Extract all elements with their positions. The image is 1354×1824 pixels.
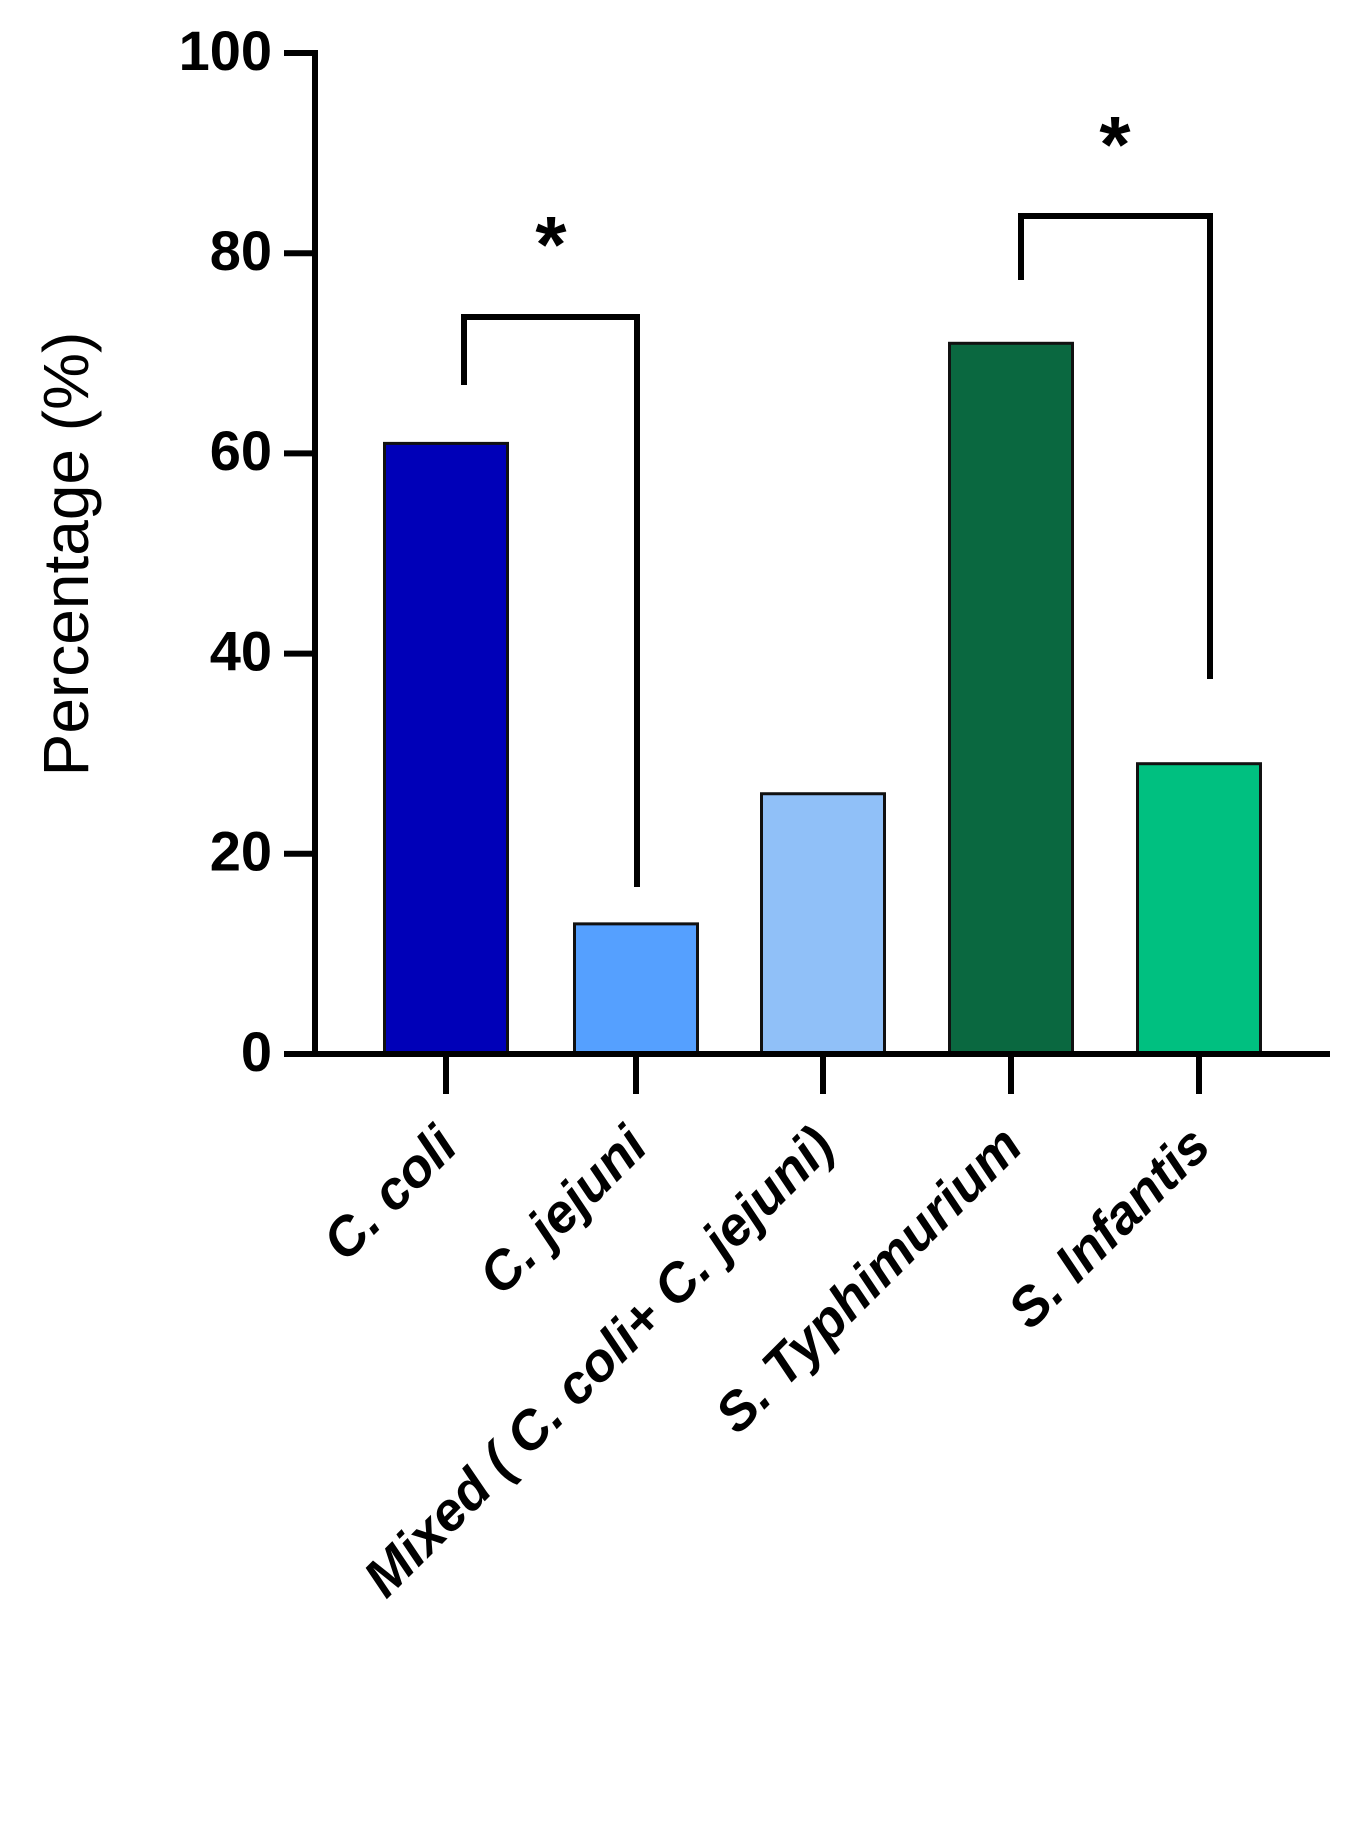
bar	[948, 341, 1074, 1056]
y-tick-label: 40	[210, 619, 272, 682]
significance-bracket	[1018, 213, 1213, 679]
bar	[760, 792, 886, 1056]
significance-star: *	[535, 200, 567, 289]
x-tick-label: C. jejuni	[468, 1114, 660, 1306]
y-axis-label: Percentage (%)	[30, 332, 102, 777]
y-tick-label: 80	[210, 219, 272, 282]
y-tick-label: 20	[210, 820, 272, 883]
bar	[573, 922, 699, 1056]
bar	[1136, 762, 1262, 1056]
y-tick-label: 100	[179, 19, 272, 82]
y-tick-label: 60	[210, 419, 272, 482]
bar	[383, 441, 509, 1056]
x-tick-label: S. Infantis	[997, 1115, 1222, 1340]
significance-bracket	[461, 314, 640, 887]
y-tick-label: 0	[241, 1020, 272, 1083]
x-tick-label: C. coli	[311, 1114, 469, 1272]
significance-star: *	[1099, 100, 1131, 189]
